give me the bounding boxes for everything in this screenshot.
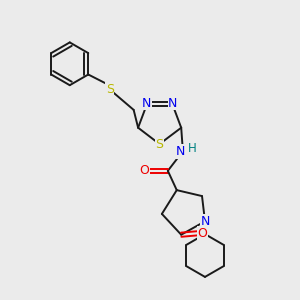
Text: O: O xyxy=(198,227,208,240)
Text: N: N xyxy=(200,215,210,228)
Text: S: S xyxy=(155,138,164,151)
Text: S: S xyxy=(106,82,114,96)
Text: N: N xyxy=(142,97,151,110)
Text: N: N xyxy=(176,145,185,158)
Text: N: N xyxy=(168,97,178,110)
Text: O: O xyxy=(139,164,149,177)
Text: H: H xyxy=(188,142,197,155)
